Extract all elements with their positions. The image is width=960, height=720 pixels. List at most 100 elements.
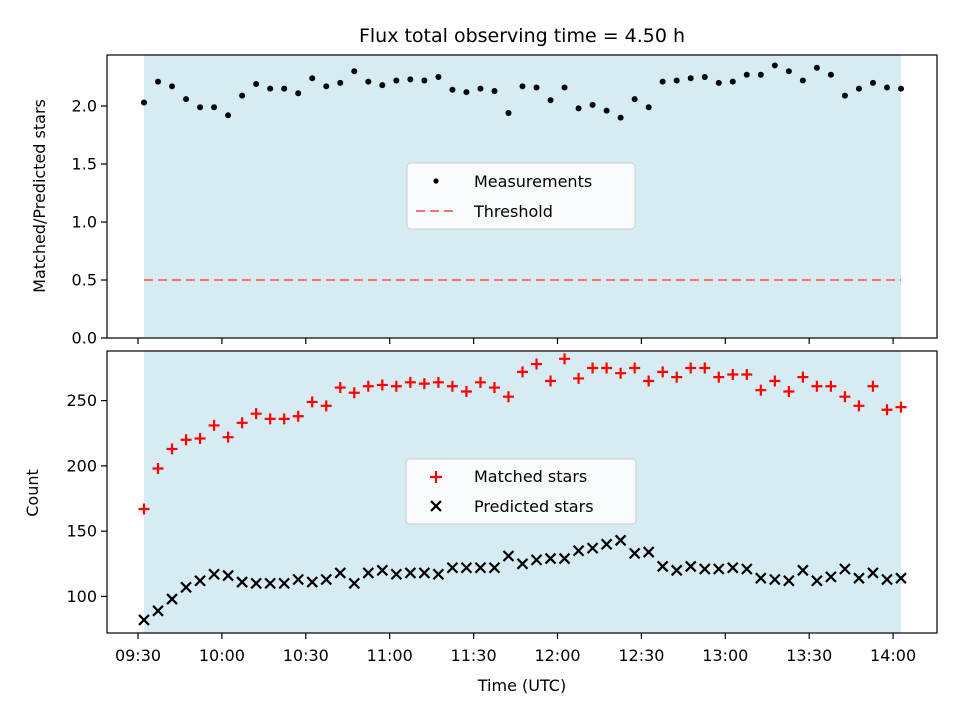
predicted-star-point (698, 563, 711, 575)
matched-stars-points (138, 353, 907, 515)
measurement-point (869, 79, 876, 86)
matched-star-point (643, 375, 655, 387)
predicted-star-point (684, 560, 697, 573)
matched-star-point (208, 419, 220, 431)
measurement-point (253, 80, 260, 87)
matched-star-point (474, 376, 486, 388)
matched-star-point (853, 400, 865, 412)
x-tick-label: 11:30 (451, 646, 497, 665)
predicted-star-point (376, 564, 389, 577)
y-tick-label: 100 (66, 587, 97, 606)
measurement-point (855, 85, 862, 92)
top-legend-box (406, 162, 636, 230)
matched-star-point (376, 379, 388, 391)
measurement-point (687, 75, 694, 82)
predicted-star-point (656, 560, 669, 573)
legend-predicted-label: Predicted stars (474, 497, 594, 516)
predicted-star-point (628, 547, 641, 560)
measurement-point (547, 97, 554, 104)
x-tick-label: 10:30 (283, 646, 329, 665)
predicted-star-point (460, 561, 473, 574)
matched-star-point (292, 410, 304, 422)
measurement-point (365, 78, 372, 85)
predicted-star-point (572, 544, 585, 557)
matched-star-point (573, 372, 585, 384)
matched-star-point (727, 369, 739, 380)
measurement-point (603, 107, 610, 114)
predicted-star-point (278, 577, 290, 590)
measurement-point (841, 92, 848, 99)
measurement-point (225, 112, 232, 119)
x-tick-label: 13:00 (702, 646, 748, 665)
measurement-point (211, 104, 218, 111)
legend-threshold-label: Threshold (473, 202, 553, 221)
matched-star-point (839, 391, 851, 403)
top-panel: 0.0 0.5 1.0 1.5 2.0 Flux total observing tim… (30, 25, 938, 348)
bottom-panel: 100 150 200 250 09:30 10:00 10:30 11:00 11:30 12… (23, 350, 938, 695)
predicted-star-point (867, 567, 879, 579)
y-tick-label: 1.0 (72, 213, 97, 232)
predicted-star-point (614, 534, 627, 547)
x-tick-label: 14:00 (870, 646, 916, 665)
matched-star-point (559, 353, 571, 365)
matched-star-point (755, 384, 767, 396)
measurement-point (729, 78, 736, 85)
measurement-point (575, 105, 582, 112)
matched-star-point (418, 378, 430, 390)
matched-star-point (517, 366, 528, 378)
predicted-star-point (152, 605, 164, 617)
measurement-point (813, 64, 820, 71)
bottom-legend: Matched stars Predicted stars (405, 458, 637, 525)
predicted-star-point (320, 573, 333, 586)
predicted-star-point (222, 569, 234, 582)
matched-star-point (825, 380, 837, 392)
legend-matched-label: Matched stars (474, 467, 587, 486)
measurement-point (323, 83, 330, 90)
matched-star-point (769, 375, 781, 387)
x-axis-label: Time (UTC) (477, 676, 566, 695)
predicted-star-point (474, 561, 487, 574)
measurement-point (141, 99, 147, 106)
predicted-star-point (362, 567, 375, 579)
matched-star-point (895, 401, 907, 413)
measurement-point (589, 101, 596, 108)
measurement-point (505, 109, 512, 116)
measurement-point (379, 82, 386, 89)
predicted-star-point (811, 575, 823, 587)
measurement-point (898, 85, 904, 92)
matched-star-point (671, 371, 683, 383)
matched-star-point (629, 362, 641, 374)
matched-star-point (250, 408, 262, 420)
predicted-star-point (712, 563, 725, 575)
matched-star-point (615, 367, 627, 379)
predicted-star-point (516, 558, 529, 570)
matched-star-point (236, 417, 248, 429)
predicted-star-point (881, 573, 893, 586)
matched-star-point (348, 387, 360, 399)
predicted-star-point (586, 542, 599, 554)
matched-star-point (194, 432, 206, 444)
predicted-star-point (502, 550, 515, 562)
measurement-point (449, 86, 456, 93)
measurement-point (715, 79, 722, 86)
measurement-point (785, 68, 792, 75)
measurement-point (239, 92, 246, 99)
measurement-point (799, 77, 806, 84)
y-tick-label: 200 (66, 456, 97, 475)
measurement-point (435, 74, 442, 81)
x-tick-label: 13:30 (786, 646, 832, 665)
y-tick-label: 1.5 (72, 155, 97, 174)
predicted-star-point (853, 572, 865, 584)
predicted-star-point (418, 567, 431, 579)
top-y-axis-label: Matched/Predicted stars (30, 99, 49, 293)
predicted-star-point (642, 546, 655, 558)
measurement-point (827, 71, 834, 78)
measurement-point (883, 84, 890, 91)
predicted-star-point (670, 564, 683, 577)
chart-title: Flux total observing time = 4.50 h (359, 25, 685, 47)
matched-star-point (460, 385, 472, 397)
y-tick-label: 0.5 (72, 271, 97, 290)
matched-star-point (881, 404, 893, 416)
measurement-point (183, 96, 190, 103)
